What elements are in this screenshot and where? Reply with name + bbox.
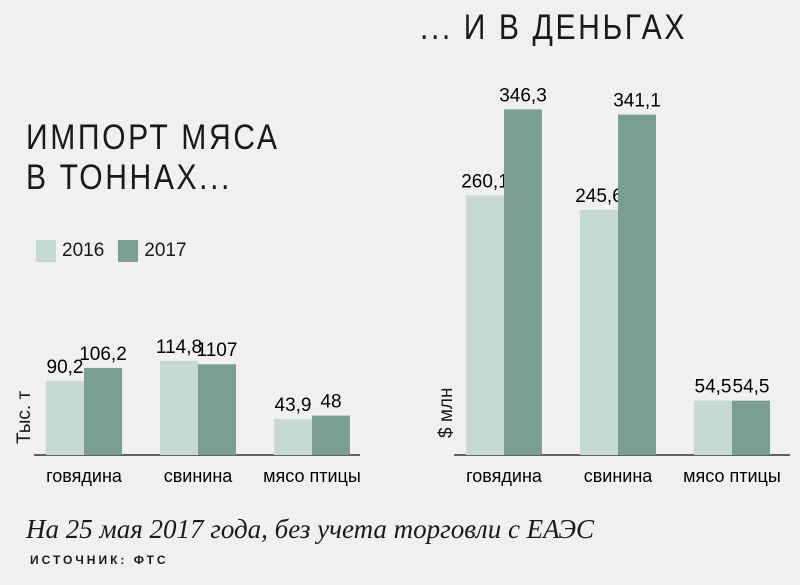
bar-2016-1 bbox=[160, 361, 198, 455]
category-label-1: свинина bbox=[584, 466, 654, 486]
data-label-2016-2: 43,9 bbox=[275, 395, 312, 416]
data-label-2017-0: 346,3 bbox=[499, 85, 547, 106]
category-label-0: говядина bbox=[46, 466, 123, 486]
bar-2016-2 bbox=[274, 419, 312, 455]
legend-swatch-2016 bbox=[36, 240, 56, 262]
data-label-2017-1: 1107 bbox=[197, 340, 238, 361]
bar-2017-2 bbox=[732, 401, 770, 455]
footnote: На 25 мая 2017 года, без учета торговли … bbox=[26, 514, 594, 545]
chart-title-tonnes-line-1: ИМПОРТ МЯСА bbox=[26, 118, 280, 158]
category-label-0: говядина bbox=[466, 466, 543, 486]
bar-2017-1 bbox=[618, 115, 656, 455]
bar-2017-2 bbox=[312, 416, 350, 455]
legend-item-2016: 2016 bbox=[36, 240, 104, 262]
data-label-2016-1: 114,8 bbox=[156, 337, 202, 358]
y-axis-label-money: $ млн bbox=[436, 388, 458, 439]
data-label-2016-0: 260,1 bbox=[461, 171, 509, 192]
data-label-2017-2: 54,5 bbox=[733, 377, 770, 398]
bar-2016-0 bbox=[46, 381, 84, 455]
chart-import-money: 260,1 346,3 говядина 245,6 341,1 свинина 54,5 5… bbox=[454, 85, 790, 486]
chart-title-tonnes-line-2: В ТОННАХ... bbox=[26, 158, 280, 198]
data-label-2017-1: 341,1 bbox=[613, 91, 661, 112]
data-label-2016-1: 245,6 bbox=[575, 186, 623, 207]
bar-2016-2 bbox=[694, 401, 732, 455]
legend-label-2017: 2017 bbox=[144, 240, 186, 262]
bar-2016-1 bbox=[580, 210, 618, 455]
source-note: ИСТОЧНИК: ФТС bbox=[30, 553, 169, 567]
data-label-2016-2: 54,5 bbox=[695, 377, 732, 398]
legend: 2016 2017 bbox=[36, 240, 201, 262]
legend-label-2016: 2016 bbox=[62, 240, 104, 262]
y-axis-label-tonnes: Тыс. т bbox=[14, 391, 36, 444]
bar-2017-0 bbox=[84, 368, 122, 455]
category-label-1: свинина bbox=[164, 466, 234, 486]
bar-2016-0 bbox=[466, 195, 504, 455]
legend-swatch-2017 bbox=[118, 240, 138, 262]
legend-item-2017: 2017 bbox=[118, 240, 186, 262]
data-label-2017-2: 48 bbox=[320, 392, 341, 413]
category-label-2: мясо птицы bbox=[683, 466, 781, 486]
data-label-2016-0: 90,2 bbox=[47, 357, 84, 378]
bar-2017-1 bbox=[198, 364, 236, 455]
chart-title-money: ... И В ДЕНЬГАХ bbox=[420, 8, 687, 48]
bar-2017-0 bbox=[504, 109, 542, 455]
category-label-2: мясо птицы bbox=[263, 466, 361, 486]
chart-title-tonnes: ИМПОРТ МЯСА В ТОННАХ... bbox=[26, 118, 280, 198]
data-label-2017-0: 106,2 bbox=[79, 344, 127, 365]
